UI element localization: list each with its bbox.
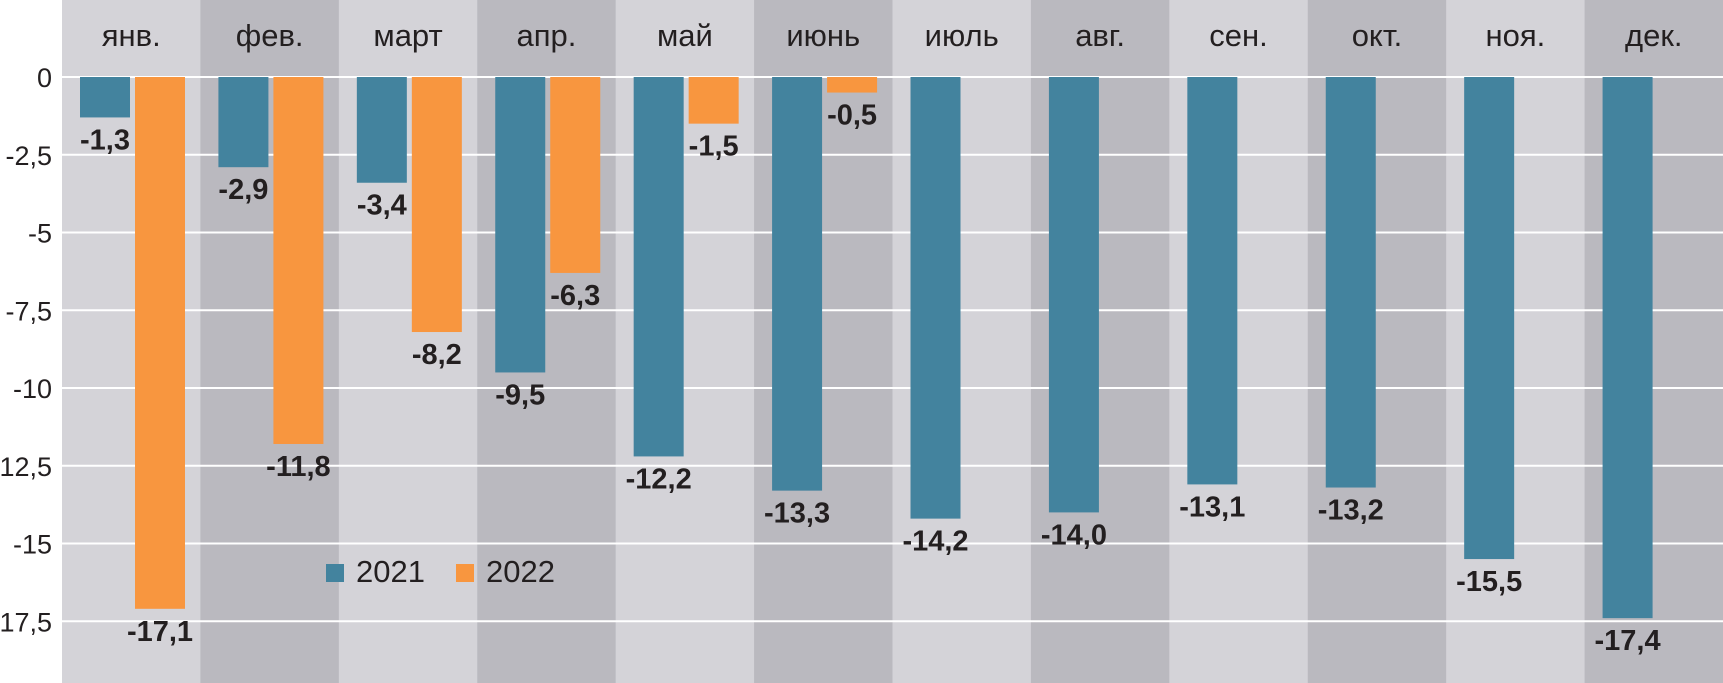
value-label: -1,5 bbox=[689, 131, 739, 163]
month-label: июнь bbox=[786, 18, 860, 53]
month-label: окт. bbox=[1352, 18, 1403, 53]
bar-2021 bbox=[1048, 77, 1099, 513]
value-label: -14,2 bbox=[902, 526, 968, 558]
bar-2021 bbox=[495, 77, 546, 373]
y-tick-label: -7,5 bbox=[5, 296, 52, 326]
bar-2022 bbox=[688, 77, 739, 124]
legend: 2021 2022 bbox=[326, 554, 555, 589]
month-label: апр. bbox=[517, 18, 577, 53]
value-label: -9,5 bbox=[495, 379, 545, 411]
bars bbox=[80, 77, 1653, 619]
legend-label: 2022 bbox=[486, 554, 555, 589]
y-tick-label: -12,5 bbox=[0, 452, 52, 482]
value-label: -13,1 bbox=[1179, 491, 1245, 523]
value-label: -1,3 bbox=[80, 124, 130, 156]
bar-2021 bbox=[356, 77, 407, 183]
month-label: фев. bbox=[236, 18, 304, 53]
bar-2022 bbox=[827, 77, 878, 93]
bar-2021 bbox=[633, 77, 684, 457]
value-label: -14,0 bbox=[1041, 519, 1107, 551]
value-label: -11,8 bbox=[266, 451, 331, 483]
bar-2021 bbox=[1602, 77, 1653, 619]
bar-2021 bbox=[80, 77, 130, 118]
value-label: -2,9 bbox=[218, 174, 268, 206]
bar-2021 bbox=[1187, 77, 1238, 485]
bar-2022 bbox=[411, 77, 462, 333]
value-label: -13,2 bbox=[1318, 495, 1384, 527]
value-label: -17,4 bbox=[1595, 625, 1661, 657]
month-label: ноя. bbox=[1485, 18, 1545, 53]
value-label: -12,2 bbox=[626, 463, 692, 495]
month-label: сен. bbox=[1209, 18, 1267, 53]
value-label: -3,4 bbox=[357, 190, 407, 222]
y-tick-label: -10 bbox=[13, 374, 52, 404]
legend-swatch bbox=[326, 564, 344, 582]
bar-2021 bbox=[218, 77, 269, 168]
y-tick-label: -17,5 bbox=[0, 607, 52, 637]
y-tick-label: -2,5 bbox=[5, 141, 52, 171]
y-tick-label: -5 bbox=[28, 219, 52, 249]
month-label: янв. bbox=[102, 18, 161, 53]
bar-2021 bbox=[1325, 77, 1376, 488]
legend-swatch bbox=[456, 564, 474, 582]
y-axis: 0 -2,5 -5 -7,5 -10 -12,5 -15 -17,5 bbox=[0, 63, 52, 637]
legend-label: 2021 bbox=[356, 554, 425, 589]
bar-2022 bbox=[550, 77, 601, 273]
month-label: дек. bbox=[1625, 18, 1683, 53]
bar-2022 bbox=[135, 77, 185, 609]
bar-2021 bbox=[1464, 77, 1515, 560]
y-tick-label: -15 bbox=[13, 530, 52, 560]
month-label: март bbox=[373, 18, 442, 53]
bar-2021 bbox=[910, 77, 961, 519]
month-label: май bbox=[657, 18, 713, 53]
gridlines bbox=[62, 76, 1723, 623]
value-label: -0,5 bbox=[827, 100, 877, 132]
value-label: -15,5 bbox=[1456, 566, 1522, 598]
value-labels: -1,3 -2,9 -3,4 -9,5 -12,2 -13,3 -14,2 -14,0 -13,… bbox=[80, 100, 1661, 658]
bar-2021 bbox=[772, 77, 823, 491]
y-tick-label: 0 bbox=[37, 63, 52, 93]
value-label: -17,1 bbox=[127, 616, 193, 648]
month-label: авг. bbox=[1075, 18, 1125, 53]
value-label: -6,3 bbox=[550, 280, 600, 312]
month-label: июль bbox=[925, 18, 999, 53]
bar-2022 bbox=[273, 77, 324, 444]
value-label: -13,3 bbox=[764, 498, 830, 530]
month-labels: янв. фев. март апр. май июнь июль авг. сен. окт. н… bbox=[102, 18, 1683, 53]
value-label: -8,2 bbox=[412, 339, 462, 371]
